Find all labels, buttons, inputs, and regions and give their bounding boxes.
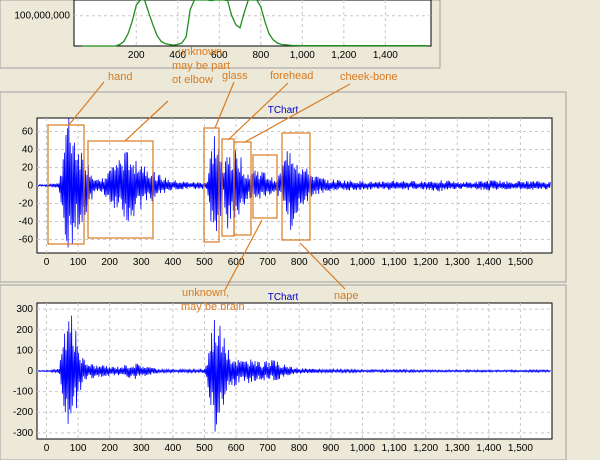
annotation-brain-line2: may be brain [181, 301, 245, 313]
x-tick-label: 400 [165, 443, 182, 454]
annotation-cheekbone: cheek-bone [340, 71, 398, 83]
y-tick-label: 100,000,000 [14, 11, 70, 22]
x-tick-label: 500 [196, 257, 213, 268]
x-tick-label: 100 [70, 257, 87, 268]
x-tick-label: 800 [291, 443, 308, 454]
x-tick-label: 1,300 [445, 443, 470, 454]
x-tick-label: 900 [322, 257, 339, 268]
x-tick-label: 300 [133, 443, 150, 454]
x-tick-label: 500 [196, 443, 213, 454]
x-tick-label: 1,400 [373, 50, 398, 61]
x-tick-label: 1,500 [508, 257, 533, 268]
x-tick-label: 900 [322, 443, 339, 454]
x-tick-label: 700 [259, 257, 276, 268]
chart-title-bottom: TChart [268, 292, 299, 303]
y-tick-label: 200 [16, 325, 33, 336]
y-tick-label: -200 [13, 407, 33, 418]
x-tick-label: 600 [228, 257, 245, 268]
x-tick-label: 1,500 [508, 443, 533, 454]
annotation-glass: glass [222, 70, 248, 82]
x-tick-label: 1,000 [350, 257, 375, 268]
x-tick-label: 800 [252, 50, 269, 61]
x-tick-label: 800 [291, 257, 308, 268]
x-tick-label: 1,100 [382, 257, 407, 268]
annotation-hand: hand [108, 71, 132, 83]
annotation-elbow-line3: ot elbow [172, 74, 213, 86]
x-tick-label: 200 [101, 257, 118, 268]
annotation-forehead: forehead [270, 70, 313, 82]
y-tick-label: 40 [22, 145, 34, 156]
x-tick-label: 1,200 [413, 257, 438, 268]
x-tick-label: 1,200 [413, 443, 438, 454]
y-tick-label: 100 [16, 345, 33, 356]
y-tick-label: 60 [22, 127, 34, 138]
x-tick-label: 400 [165, 257, 182, 268]
chart-panel-bottom: TChart 0 100 200 300 400 500 600 700 800 900 1,000… [0, 285, 566, 460]
y-tick-label: -100 [13, 387, 33, 398]
y-tick-label: 0 [27, 366, 33, 377]
x-tick-label: 0 [44, 257, 50, 268]
x-tick-label: 0 [44, 443, 50, 454]
x-tick-label: 1,200 [331, 50, 356, 61]
x-tick-label: 300 [133, 257, 150, 268]
x-tick-label: 100 [70, 443, 87, 454]
y-tick-label: 20 [22, 163, 34, 174]
chart-plot-area-top [74, 0, 431, 46]
x-tick-label: 1,000 [350, 443, 375, 454]
annotation-elbow-line1: unknown, [178, 46, 225, 58]
x-tick-label: 200 [101, 443, 118, 454]
annotation-brain-line1: unknown, [182, 287, 229, 299]
x-tick-label: 1,000 [290, 50, 315, 61]
y-tick-label: -300 [13, 428, 33, 439]
x-tick-label: 200 [128, 50, 145, 61]
y-tick-label: 300 [16, 304, 33, 315]
annotation-nape: nape [334, 290, 358, 302]
y-tick-label: 0 [27, 181, 33, 192]
x-tick-label: 1,400 [476, 443, 501, 454]
x-tick-label: 700 [259, 443, 276, 454]
y-tick-label: -40 [19, 217, 34, 228]
y-tick-label: -20 [19, 199, 34, 210]
x-tick-label: 600 [228, 443, 245, 454]
x-tick-label: 1,100 [382, 443, 407, 454]
x-tick-label: 1,300 [445, 257, 470, 268]
x-tick-label: 1,400 [476, 257, 501, 268]
y-tick-label: -60 [19, 235, 34, 246]
